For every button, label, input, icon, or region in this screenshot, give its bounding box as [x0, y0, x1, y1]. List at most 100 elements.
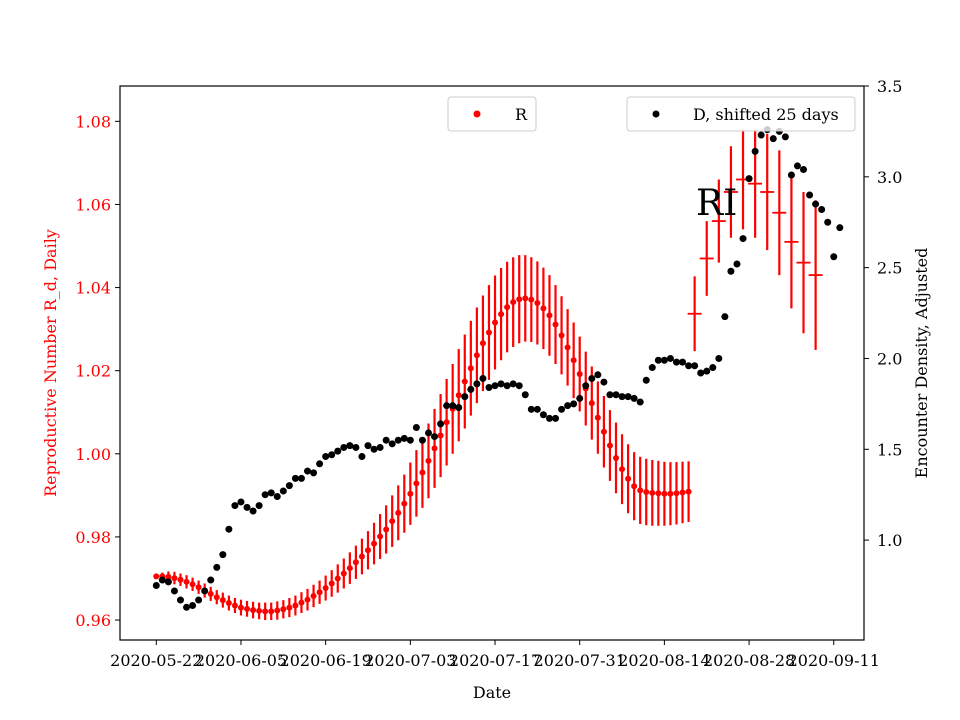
r-point: [492, 319, 499, 326]
legend-r-label: R: [515, 105, 528, 124]
r-point: [437, 432, 444, 439]
legend-d: D, shifted 25 days: [626, 96, 856, 132]
r-point: [516, 296, 523, 303]
d-point: [322, 453, 330, 461]
d-point: [576, 394, 584, 402]
d-point: [352, 443, 360, 451]
d-point: [158, 576, 166, 584]
r-point: [177, 576, 184, 583]
d-point: [751, 147, 759, 155]
d-point: [164, 578, 172, 586]
d-point: [679, 358, 687, 366]
d-point: [824, 218, 832, 226]
r-point: [655, 490, 662, 497]
y-left-tick-label: 1.06: [75, 195, 111, 214]
d-point: [600, 378, 608, 386]
r-point: [256, 607, 263, 614]
y-left-tick-label: 1.04: [75, 279, 111, 298]
r-point: [250, 607, 257, 614]
legend-r: R: [447, 96, 537, 132]
r-point: [334, 575, 341, 582]
d-point: [497, 380, 505, 388]
r-point: [576, 371, 583, 378]
legend-r-marker: [473, 110, 481, 118]
d-point: [279, 487, 287, 495]
r-point: [431, 445, 438, 452]
ri-annotation: RI: [696, 183, 737, 224]
r-point: [419, 469, 426, 476]
d-point: [757, 131, 765, 139]
d-point: [685, 362, 693, 370]
d-point: [406, 436, 414, 444]
d-point: [207, 576, 215, 584]
r-point: [310, 592, 317, 599]
r-point: [286, 604, 293, 611]
d-point: [830, 253, 838, 261]
r-point: [189, 581, 196, 588]
r-point: [540, 305, 547, 312]
r-point: [673, 490, 680, 497]
d-point: [564, 402, 572, 410]
r-point: [365, 547, 371, 554]
r-point: [685, 488, 692, 495]
d-point: [231, 502, 239, 510]
y-right-tick-label: 3.0: [877, 168, 902, 187]
r-point: [225, 600, 232, 607]
r-point: [352, 559, 359, 566]
y-left-axis: 0.96 0.98 1.00 1.02 1.04 1.06 1.08: [75, 112, 120, 630]
r-point: [613, 454, 619, 461]
d-point: [183, 603, 191, 611]
d-point: [721, 313, 729, 321]
r-point: [377, 533, 384, 540]
r-point: [479, 340, 486, 347]
d-point: [521, 391, 529, 399]
r-point: [401, 500, 408, 507]
x-axis-label: Date: [473, 683, 511, 702]
r-point: [679, 489, 686, 496]
d-point: [818, 206, 826, 214]
d-point: [479, 374, 487, 382]
d-point: [334, 447, 342, 455]
y-right-tick-label: 2.0: [877, 349, 902, 368]
d-point: [739, 235, 747, 243]
r-point: [425, 457, 432, 464]
d-point: [715, 354, 723, 362]
d-point: [424, 429, 432, 437]
d-point: [310, 469, 318, 477]
d-point: [691, 362, 699, 370]
d-point: [412, 423, 420, 431]
r-point: [600, 428, 607, 435]
d-point: [709, 364, 717, 372]
d-point: [630, 394, 638, 402]
d-point: [370, 445, 378, 453]
d-point: [582, 382, 590, 390]
d-point: [237, 498, 245, 506]
y-right-axis: 1.0 1.5 2.0 2.5 3.0 3.5: [864, 77, 902, 550]
legend-d-box: [626, 96, 856, 132]
d-point: [624, 393, 632, 401]
r-point: [207, 590, 214, 597]
r-point: [498, 311, 505, 318]
d-point: [467, 385, 475, 393]
r-point: [522, 295, 529, 302]
r-point: [195, 584, 202, 591]
d-point: [533, 405, 541, 413]
r-point: [667, 490, 674, 497]
r-point: [413, 480, 420, 487]
d-point: [636, 398, 644, 406]
d-point: [461, 393, 469, 401]
d-point: [527, 405, 535, 413]
r-point: [304, 596, 311, 603]
x-tick-label: 2020-06-19: [280, 651, 372, 670]
d-point: [781, 133, 789, 141]
r-point: [546, 312, 553, 319]
d-point: [400, 434, 408, 442]
d-point: [806, 191, 814, 199]
r-point: [504, 304, 511, 311]
d-point: [394, 436, 402, 444]
d-point: [449, 402, 457, 410]
r-point: [322, 585, 329, 592]
x-tick-label: 2020-07-03: [364, 651, 456, 670]
r-point: [153, 573, 160, 580]
